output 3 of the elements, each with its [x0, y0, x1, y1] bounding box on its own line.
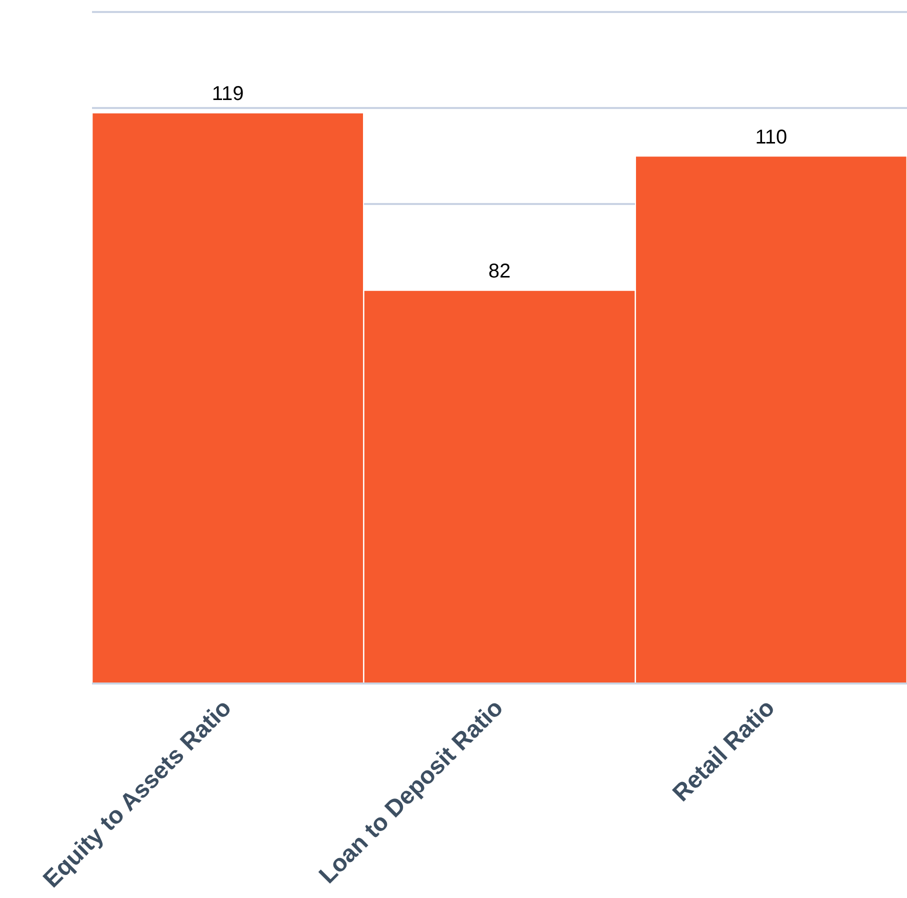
data-label: 82 — [488, 260, 511, 283]
data-label: 119 — [212, 83, 244, 106]
data-label: 110 — [755, 126, 788, 148]
